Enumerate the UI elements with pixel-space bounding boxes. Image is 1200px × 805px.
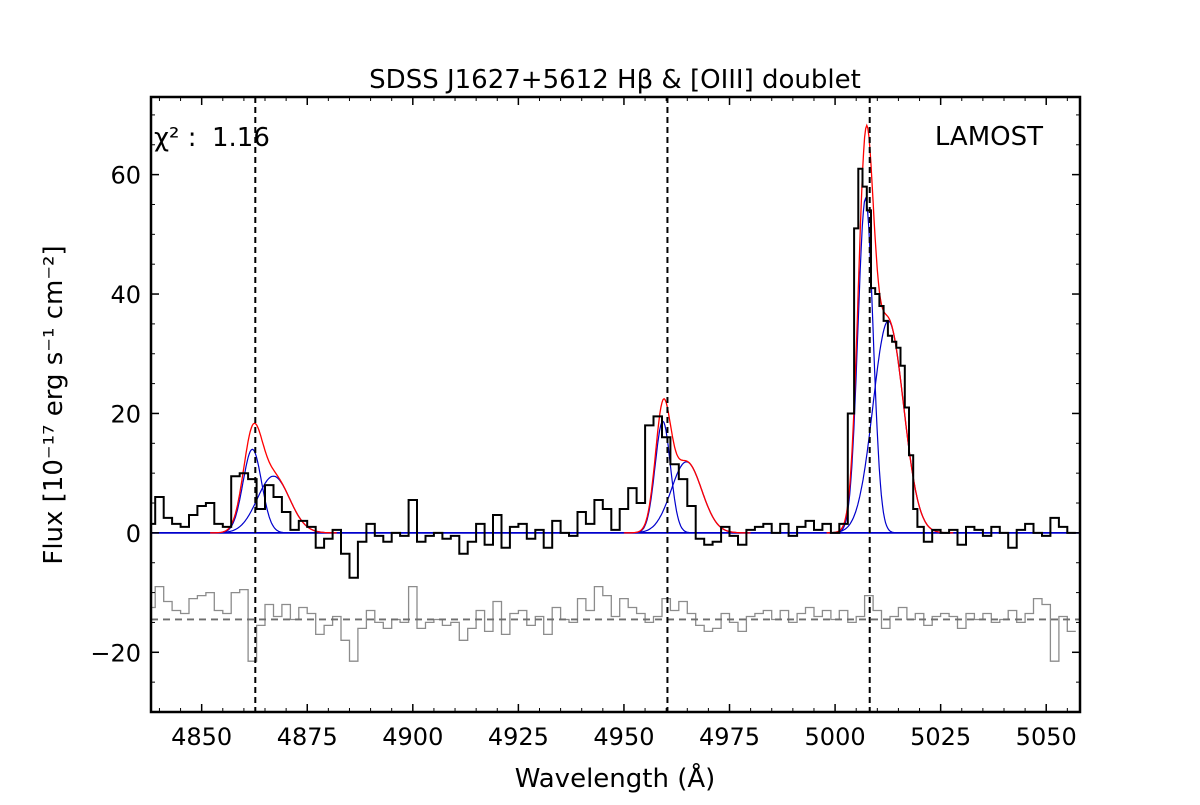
plot-area: 4850 4875 4900 4925 4950 4975 5000 5025 5050 −20 0… [90, 95, 1082, 751]
x-tick-label: 4900 [382, 723, 443, 751]
total-fit-3 [826, 123, 954, 534]
x-tick-label: 4975 [699, 723, 760, 751]
total-fit-1 [210, 422, 337, 534]
y-tick-label: 0 [126, 520, 141, 548]
chi2-value: 1.16 [212, 123, 270, 153]
observed-flux-series [151, 167, 1076, 579]
y-tick-label: 40 [110, 281, 141, 309]
plot-frame [149, 95, 1082, 714]
x-axis-label: Wavelength (Å) [515, 762, 716, 794]
y-tick-label: −20 [90, 639, 141, 667]
x-tick-label: 5000 [805, 723, 866, 751]
chart-title: SDSS J1627+5612 Hβ & [OIII] doublet [369, 65, 861, 95]
x-tick-label: 5050 [1016, 723, 1077, 751]
chi2-label: χ² : [154, 123, 196, 153]
x-tick-label: 4850 [171, 723, 232, 751]
residual-series [151, 585, 1076, 662]
fit-component-1 [205, 448, 299, 534]
x-tick-label: 4875 [277, 723, 338, 751]
fit-component-5 [827, 196, 904, 534]
instrument-label: LAMOST [935, 122, 1043, 152]
y-tick-label: 20 [110, 400, 141, 428]
x-tick-label: 4950 [593, 723, 654, 751]
x-tick-label: 4925 [488, 723, 549, 751]
fit-component-6 [812, 320, 965, 534]
x-tick-label: 5025 [910, 723, 971, 751]
y-axis-label: Flux [10⁻¹⁷ erg s⁻¹ cm⁻²] [39, 245, 69, 564]
total-fit-2 [623, 397, 751, 534]
y-tick-label: 60 [110, 162, 141, 190]
